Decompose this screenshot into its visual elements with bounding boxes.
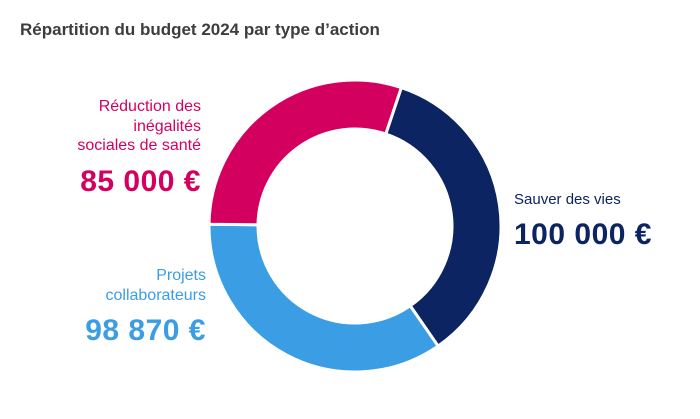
label-reduction: Réduction des inégalités sociales de san… [77,97,201,200]
label-reduction-line-3: sociales de santé [77,137,201,155]
chart-title: Répartition du budget 2024 par type d’ac… [20,20,380,39]
label-reduction-amount: 85 000 € [80,164,201,198]
slice-reduction [207,78,404,227]
slice-projets [207,222,441,374]
label-projets-line-1: Projets [156,267,206,284]
label-projets: Projets collaborateurs 98 870 € [85,266,206,350]
label-reduction-line-1: Réduction des [98,98,201,115]
label-sauver-amount: 100 000 € [514,218,652,252]
label-projets-amount: 98 870 € [85,314,206,348]
donut-slices [207,78,503,374]
label-sauver: Sauver des vies 100 000 € [514,191,652,254]
label-reduction-name: Réduction des inégalités sociales de san… [77,97,201,156]
label-reduction-line-2: inégalités [133,117,201,135]
label-projets-name: Projets collaborateurs [85,266,207,305]
slice-sauver [383,85,503,349]
label-projets-line-2: collaborateurs [105,286,207,304]
label-sauver-name: Sauver des vies [514,191,621,208]
